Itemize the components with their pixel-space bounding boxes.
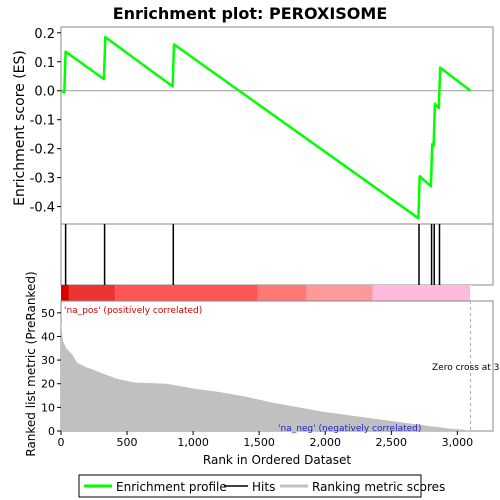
x-tick-label: 2,000 [309, 436, 341, 449]
es-y-tick-label: -0.1 [30, 114, 55, 129]
rank-color-bar [61, 285, 472, 301]
es-panel-frame [60, 26, 494, 225]
x-ticks: 0 500 1,000 1,500 2,000 2,500 3,000 [58, 431, 474, 449]
hits-panel-frame [60, 223, 494, 286]
metric-y-tick-label: 50 [41, 307, 55, 320]
es-y-tick-label: 0.2 [34, 27, 55, 42]
metric-y-tick-label: 10 [41, 401, 55, 414]
x-tick-label: 2,500 [376, 436, 408, 449]
metric-y-tick-label: 0 [48, 425, 55, 438]
metric-y-tick-label: 40 [41, 330, 55, 343]
metric-axis-label: Ranked list metric (PreRanked) [24, 271, 38, 456]
es-y-tick-label: -0.3 [30, 172, 55, 187]
rank-bar-segment [68, 285, 116, 301]
x-tick-label: 3,000 [442, 436, 474, 449]
rank-bar-segment [115, 285, 258, 301]
es-y-tick-label: 0.1 [34, 56, 55, 71]
legend-enrichment-label: Enrichment profile [116, 480, 227, 494]
positive-label: 'na_pos' (positively correlated) [64, 306, 202, 316]
enrichment-profile-line [60, 35, 472, 220]
es-y-tick-label: -0.4 [30, 201, 55, 216]
negative-label: 'na_neg' (negatively correlated) [278, 424, 421, 434]
zero-cross-label: Zero cross at 3 [432, 363, 499, 373]
es-y-tick-label: 0.0 [34, 85, 55, 100]
metric-y-ticks: 0 10 20 30 40 50 [41, 307, 61, 438]
ranking-metric-area [61, 322, 471, 431]
hits-marks [64, 224, 441, 285]
chart-title: Enrichment plot: PEROXISOME [113, 4, 388, 23]
x-tick-label: 1,500 [243, 436, 275, 449]
rank-bar-segment [257, 285, 307, 301]
metric-y-tick-label: 30 [41, 354, 55, 367]
legend-ranking-label: Ranking metric scores [312, 480, 445, 494]
x-axis-label: Rank in Ordered Dataset [203, 453, 351, 467]
rank-bar-segment [306, 285, 373, 301]
es-y-tick-label: -0.2 [30, 143, 55, 158]
x-tick-label: 500 [117, 436, 138, 449]
rank-bar-segment [372, 285, 471, 301]
metric-y-tick-label: 20 [41, 378, 55, 391]
legend-box [78, 474, 422, 498]
x-tick-label: 0 [58, 436, 65, 449]
x-tick-label: 1,000 [177, 436, 209, 449]
es-y-ticks: -0.4 -0.3 -0.2 -0.1 0.0 0.1 0.2 [30, 27, 61, 216]
rank-bar-segment [61, 285, 69, 301]
legend-hits-label: Hits [252, 480, 275, 494]
es-axis-label: Enrichment score (ES) [12, 50, 28, 206]
